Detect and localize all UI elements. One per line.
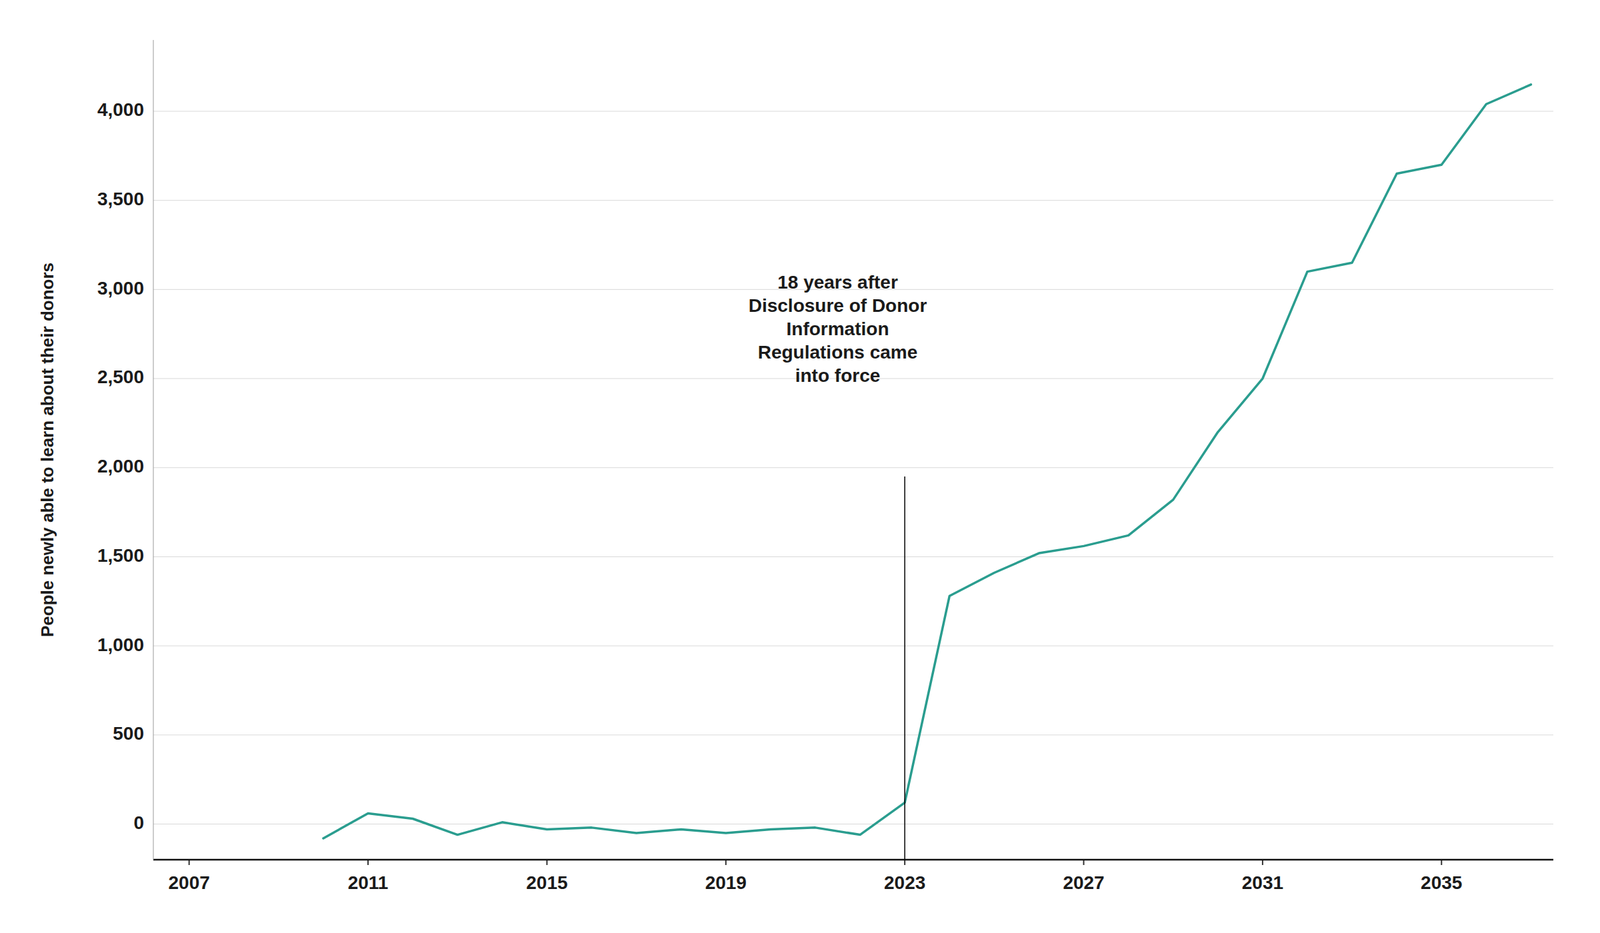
x-tick-label: 2011 — [348, 872, 389, 894]
y-axis-line — [153, 40, 154, 860]
annotation-line-text: 18 years after — [777, 272, 898, 293]
x-axis-line — [153, 859, 1554, 862]
grid-line — [153, 646, 1554, 647]
y-tick-label: 0 — [133, 812, 144, 834]
y-tick-label: 2,500 — [97, 366, 144, 388]
y-tick-label: 500 — [112, 723, 144, 744]
y-axis-label: People newly able to learn about their d… — [37, 262, 58, 638]
x-tick-label: 2007 — [168, 872, 210, 894]
x-ticks: 2007 2011 2015 2019 2023 2027 2031 2035 — [168, 860, 1463, 894]
annotation-line-text: into force — [795, 365, 881, 386]
annotation-line-text: Disclosure of Donor — [748, 295, 928, 316]
y-tick-label: 1,000 — [97, 634, 144, 656]
x-tick-label: 2019 — [705, 872, 747, 894]
y-tick-label: 2,000 — [97, 456, 144, 477]
chart: 0 500 1,000 1,500 2,000 2,500 3,000 3,500 4,000 2… — [0, 0, 1600, 933]
annotation: 18 years afterDisclosure of DonorInforma… — [748, 272, 928, 386]
grid-line — [153, 556, 1554, 558]
grid-line — [153, 110, 1554, 112]
grid-line — [153, 824, 1554, 825]
annotation-line — [904, 476, 906, 860]
grid-line — [153, 734, 1554, 736]
x-tick-label: 2027 — [1062, 872, 1104, 894]
x-tick-label: 2035 — [1420, 872, 1462, 894]
grid-line — [153, 200, 1554, 201]
y-tick-label: 1,500 — [97, 545, 144, 566]
x-tick-label: 2015 — [526, 872, 568, 894]
annotation-line-text: Information — [786, 318, 890, 340]
y-tick-label: 4,000 — [97, 99, 144, 120]
annotation-line-text: Regulations came — [758, 342, 918, 363]
data-line — [323, 84, 1532, 839]
y-tick-label: 3,500 — [97, 188, 144, 210]
y-grid — [153, 111, 1554, 825]
y-tick-label: 3,000 — [97, 278, 144, 299]
plot-area — [323, 84, 1532, 860]
y-tick-labels: 0 500 1,000 1,500 2,000 2,500 3,000 3,500 4,000 — [97, 99, 144, 834]
x-tick-label: 2023 — [884, 872, 926, 894]
grid-line — [153, 467, 1554, 468]
x-tick-label: 2031 — [1242, 872, 1284, 894]
